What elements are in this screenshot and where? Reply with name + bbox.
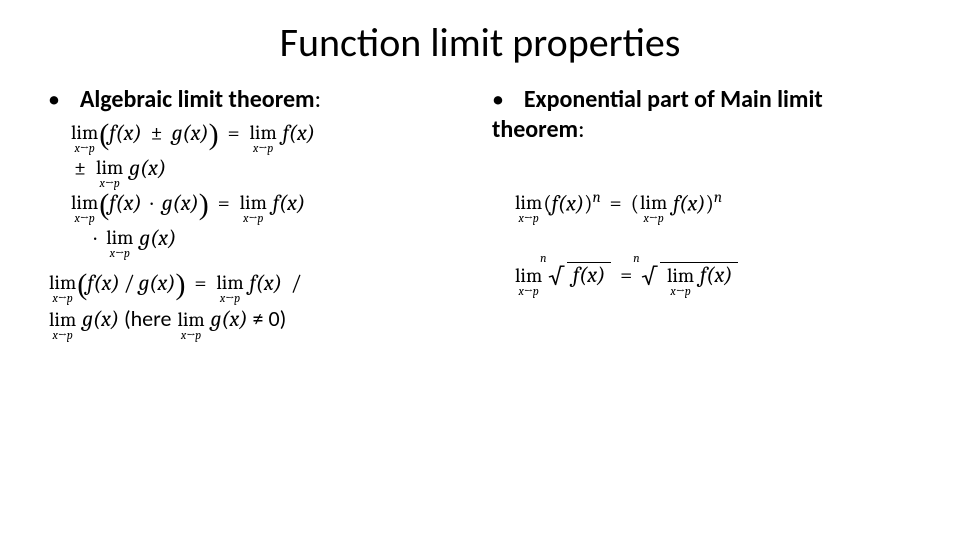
lim-symbol: lim x→p [240,193,267,224]
limit-product-line2: · lim x→p g(x) [90,226,468,259]
limit-power: lim x→p (f(x))n = ( lim x→p f(x))n [514,189,912,224]
neq-zero-note: ≠ 0) [248,305,287,332]
nth-root: n √f(x) [548,258,611,288]
exp-n: n [592,188,600,206]
lim-symbol: lim x→p [49,310,76,341]
lim-symbol: lim x→p [177,310,204,341]
lim-symbol: lim x→p [96,158,123,189]
cdot-op: · [147,190,157,216]
lim-symbol: lim x→p [71,193,98,224]
equals-op: = [223,120,243,146]
bullet-icon: • [492,85,518,115]
radical-icon: √ [641,262,657,290]
exponential-heading-bold: Exponential part of Main limit theorem [492,85,823,144]
lim-symbol: lim x→p [667,266,694,297]
left-column: • Algebraic limit theorem: lim x→p (f(x)… [48,85,468,343]
gx-text: g(x) [172,120,209,146]
exponential-heading-tail: : [578,115,584,144]
limit-sum-line2: ± lim x→p g(x) [70,156,468,189]
here-note: (here [124,305,176,332]
nth-root: n √ lim x→p f(x) [641,258,738,296]
algebraic-heading-tail: : [315,85,321,114]
radical-icon: √ [548,262,564,290]
exp-n: n [714,188,722,206]
lim-symbol: lim x→p [49,273,76,304]
algebraic-heading-bold: Algebraic limit theorem [80,85,315,114]
lim-symbol: lim x→p [71,123,98,154]
spacer [48,261,468,269]
algebraic-heading: • Algebraic limit theorem: [48,85,468,115]
slide: Function limit properties • Algebraic li… [0,0,960,540]
limit-root: lim x→p n √f(x) = n √ lim x→p f(x) [514,258,912,296]
root-degree: n [540,252,546,266]
spacer [492,226,912,256]
limit-quotient-line2: lim x→p g(x) (here lim x→p g(x) ≠ 0) [48,306,468,340]
slide-title: Function limit properties [48,18,912,67]
lim-symbol: lim x→p [216,273,243,304]
slash-op: / [120,270,139,296]
lim-symbol: lim x→p [515,266,542,297]
bullet-icon: • [48,85,74,115]
spacer [492,151,912,187]
plus-minus-op: ± [147,120,167,146]
limit-quotient-line1: lim x→p (f(x)/g(x)) = lim x→p f(x) / [48,271,468,304]
lim-symbol: lim x→p [515,193,542,224]
fx-text: f(x) [109,120,141,146]
content-columns: • Algebraic limit theorem: lim x→p (f(x)… [48,85,912,343]
lim-symbol: lim x→p [106,228,133,259]
right-column: • Exponential part of Main limit theorem… [492,85,912,343]
exponential-heading: • Exponential part of Main limit theorem… [492,85,912,145]
lim-symbol: lim x→p [640,193,667,224]
lim-symbol: lim x→p [249,123,276,154]
limit-sum-line1: lim x→p (f(x) ± g(x)) = lim x→p f(x) [70,121,468,154]
root-degree: n [633,252,639,266]
limit-product-line1: lim x→p (f(x) · g(x)) = lim x→p f(x) [70,191,468,224]
